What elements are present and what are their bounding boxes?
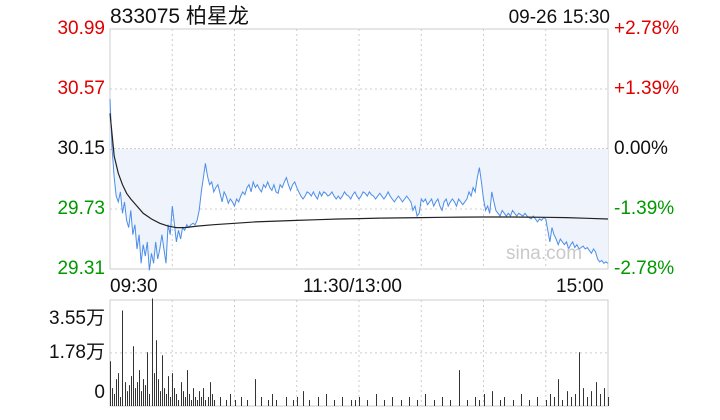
average-price-line — [109, 113, 609, 229]
price-tick-label: 30.57 — [57, 78, 105, 99]
time-tick-label: 09:30 — [110, 276, 158, 297]
volume-tick-label: 1.78万 — [49, 341, 105, 363]
pct-tick-label: -2.78% — [614, 258, 675, 279]
stock-title: 833075 柏星龙 — [110, 6, 249, 28]
stock-name: 柏星龙 — [185, 5, 249, 28]
pct-tick-label: +1.39% — [614, 78, 679, 99]
time-tick-label: 15:00 — [556, 276, 604, 297]
price-tick-label: 29.73 — [57, 198, 105, 219]
price-line — [109, 98, 609, 271]
pct-tick-label: +2.78% — [614, 18, 679, 39]
time-tick-label: 11:30/13:00 — [303, 276, 402, 297]
price-area — [110, 99, 608, 271]
price-tick-label: 30.15 — [57, 138, 105, 159]
volume-tick-label: 0 — [94, 382, 105, 403]
quote-datetime: 09-26 15:30 — [508, 7, 610, 28]
price-tick-label: 30.99 — [57, 18, 105, 39]
volume-tick-label: 3.55万 — [49, 308, 105, 329]
stock-code: 833075 — [110, 5, 181, 28]
pct-tick-label: 0.00% — [614, 138, 668, 159]
watermark: sina.com — [506, 243, 583, 264]
pct-tick-label: -1.39% — [614, 198, 675, 219]
price-tick-label: 29.31 — [57, 258, 105, 279]
